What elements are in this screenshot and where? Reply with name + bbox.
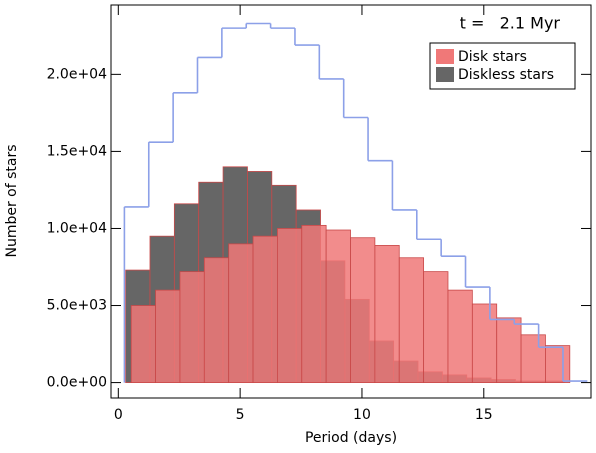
legend-swatch bbox=[436, 67, 454, 82]
legend-swatch bbox=[436, 49, 454, 64]
bar bbox=[398, 257, 425, 383]
bar bbox=[447, 289, 473, 383]
bar bbox=[350, 237, 376, 383]
bar bbox=[301, 224, 327, 383]
bar bbox=[423, 271, 449, 383]
bar bbox=[252, 235, 278, 383]
bar bbox=[496, 317, 522, 383]
x-tick-label: 0 bbox=[114, 407, 123, 423]
plot-frame bbox=[110, 4, 592, 399]
bar bbox=[203, 257, 230, 383]
bar bbox=[179, 271, 205, 383]
legend-label: Diskless stars bbox=[458, 67, 554, 83]
legend-label: Disk stars bbox=[458, 49, 527, 65]
bar bbox=[130, 305, 156, 383]
x-tick-label: 10 bbox=[353, 407, 371, 423]
x-tick-label: 15 bbox=[475, 407, 493, 423]
y-tick-label: 1.0e+04 bbox=[47, 220, 108, 236]
bar bbox=[374, 245, 400, 383]
x-tick-label: 5 bbox=[236, 407, 245, 423]
x-axis-label: Period (days) bbox=[305, 430, 397, 446]
bar bbox=[228, 243, 254, 383]
annotation: t = 2.1 Myr bbox=[460, 14, 561, 33]
y-tick-label: 2.0e+04 bbox=[47, 66, 108, 82]
bar bbox=[471, 303, 498, 383]
bar bbox=[155, 289, 181, 383]
bar bbox=[277, 228, 303, 383]
bar bbox=[520, 334, 546, 383]
y-tick-label: 5.0e+03 bbox=[47, 298, 107, 314]
y-tick-label: 0.0e+00 bbox=[47, 375, 107, 391]
y-axis-label: Number of stars bbox=[4, 144, 20, 257]
bar bbox=[545, 345, 571, 383]
legend-box bbox=[429, 42, 576, 90]
bar bbox=[325, 229, 351, 383]
y-tick-label: 1.5e+04 bbox=[47, 143, 108, 159]
